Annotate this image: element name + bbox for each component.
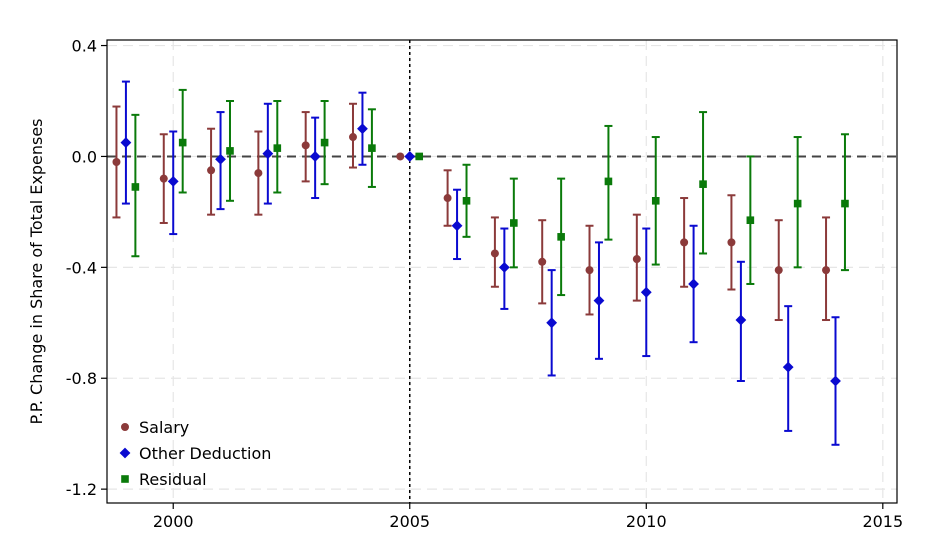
data-point — [557, 233, 565, 241]
data-point — [510, 219, 518, 227]
x-tick-label: 2000 — [153, 512, 194, 531]
data-point — [830, 375, 841, 387]
data-point — [254, 169, 263, 178]
data-point — [774, 266, 783, 275]
series-salary — [112, 102, 831, 322]
data-point — [490, 249, 499, 258]
data-point — [498, 261, 510, 273]
data-point — [593, 295, 605, 307]
data-point — [368, 144, 376, 152]
data-point — [348, 133, 357, 142]
data-point — [727, 238, 736, 247]
data-point — [822, 266, 831, 275]
data-point — [443, 194, 452, 203]
legend-label: Other Deduction — [139, 444, 271, 463]
data-point — [215, 153, 226, 165]
data-point — [688, 278, 699, 290]
data-point — [120, 137, 132, 148]
data-point — [415, 152, 424, 161]
data-point — [793, 199, 802, 208]
x-tick-label: 2005 — [389, 512, 430, 531]
data-point — [262, 148, 274, 160]
data-point — [632, 255, 641, 264]
x-tick-label: 2010 — [626, 512, 667, 531]
data-point — [226, 147, 234, 155]
legend-marker — [121, 475, 129, 483]
legend-marker — [119, 447, 131, 459]
data-point — [651, 197, 660, 205]
data-point — [546, 317, 558, 329]
data-point — [273, 144, 282, 152]
series-residual — [131, 88, 849, 297]
data-point — [320, 138, 329, 147]
data-point — [782, 361, 794, 373]
data-point — [159, 174, 168, 183]
reference-lines — [107, 40, 897, 503]
data-point — [309, 151, 321, 162]
legend-marker — [121, 423, 129, 431]
y-tick-label: 0.4 — [72, 37, 97, 56]
x-tick-label: 2015 — [862, 512, 903, 531]
data-point — [112, 157, 121, 166]
data-point — [131, 183, 140, 191]
y-tick-label: -0.4 — [66, 258, 97, 277]
data-point — [404, 151, 416, 162]
data-point — [538, 257, 547, 266]
legend-label: Salary — [139, 418, 189, 437]
data-point — [841, 199, 849, 208]
data-point — [680, 238, 689, 247]
data-point — [178, 138, 187, 147]
series-other-deduction — [120, 80, 841, 446]
y-tick-label: 0.0 — [72, 147, 97, 166]
legend-label: Residual — [139, 470, 207, 489]
y-tick-label: -0.8 — [66, 369, 97, 388]
data-point — [604, 177, 613, 186]
y-tick-label: -1.2 — [66, 480, 97, 499]
plot-frame — [106, 39, 898, 504]
data-point — [699, 180, 707, 188]
data-point — [357, 123, 368, 135]
data-point — [735, 314, 747, 326]
data-point — [746, 216, 755, 225]
data-point — [301, 141, 310, 150]
data-point — [396, 152, 405, 161]
data-point — [207, 166, 216, 175]
data-point — [462, 197, 471, 205]
data-point — [167, 175, 179, 187]
data-point — [451, 220, 463, 232]
legend: Salary Other Deduction Residual — [119, 418, 271, 489]
series-layer — [112, 80, 849, 446]
data-point — [640, 286, 652, 298]
y-axis-title: P.P. Change in Share of Total Expenses — [27, 118, 46, 424]
data-point — [585, 266, 594, 275]
axis-layer: 0.4 0.0 -0.4 -0.8 -1.2 2000 2005 2010 2015 — [66, 37, 903, 531]
